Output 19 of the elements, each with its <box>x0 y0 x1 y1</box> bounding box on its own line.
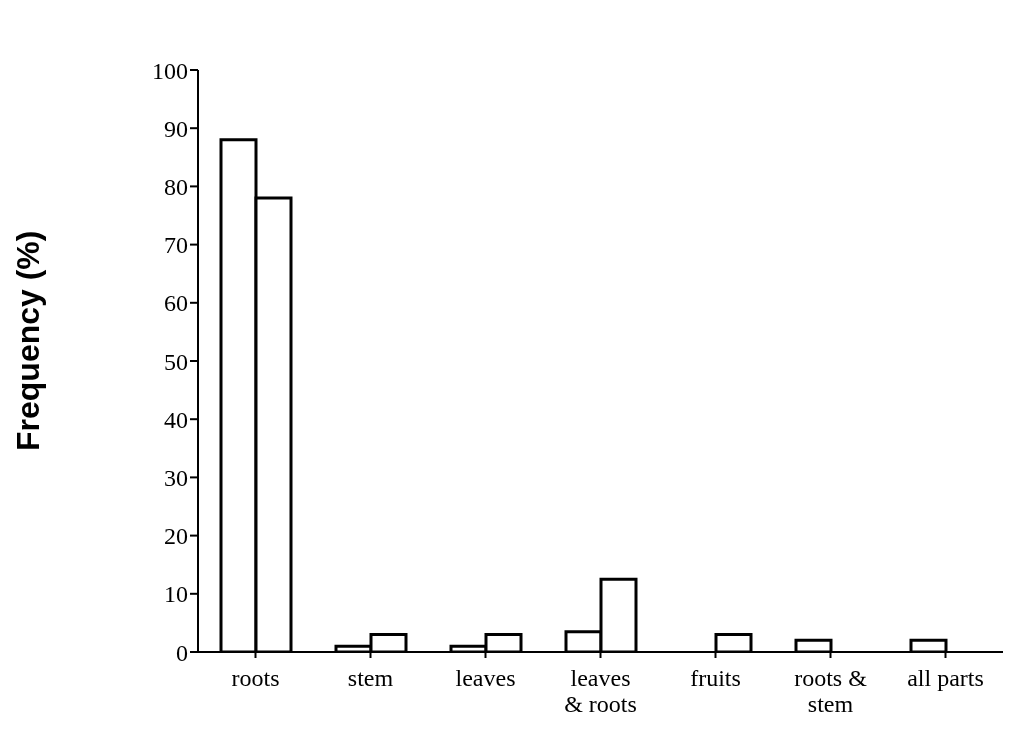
y-tick-label: 80 <box>164 173 188 200</box>
x-tick-label: leaves <box>455 665 516 691</box>
y-tick-label: 70 <box>164 232 188 259</box>
y-tick-label: 30 <box>164 464 188 491</box>
x-tick-label: roots <box>231 665 280 691</box>
x-tick-label: fruits <box>690 665 741 691</box>
y-tick-label: 50 <box>164 348 188 375</box>
x-tick-label: roots & stem <box>794 665 868 717</box>
y-tick-label: 60 <box>164 290 188 317</box>
y-tick-label: 40 <box>164 406 188 433</box>
y-tick-label: 90 <box>164 115 188 142</box>
y-tick-label: 0 <box>176 639 188 666</box>
x-tick-label: stem <box>347 665 394 691</box>
x-tick-label: leaves & roots <box>564 665 637 717</box>
y-tick-label: 100 <box>152 57 188 84</box>
x-tick-label: all parts <box>907 665 984 691</box>
y-tick-label: 10 <box>164 581 188 608</box>
y-tick-label: 20 <box>164 523 188 550</box>
y-axis-title: Frequency (%) <box>10 230 47 451</box>
